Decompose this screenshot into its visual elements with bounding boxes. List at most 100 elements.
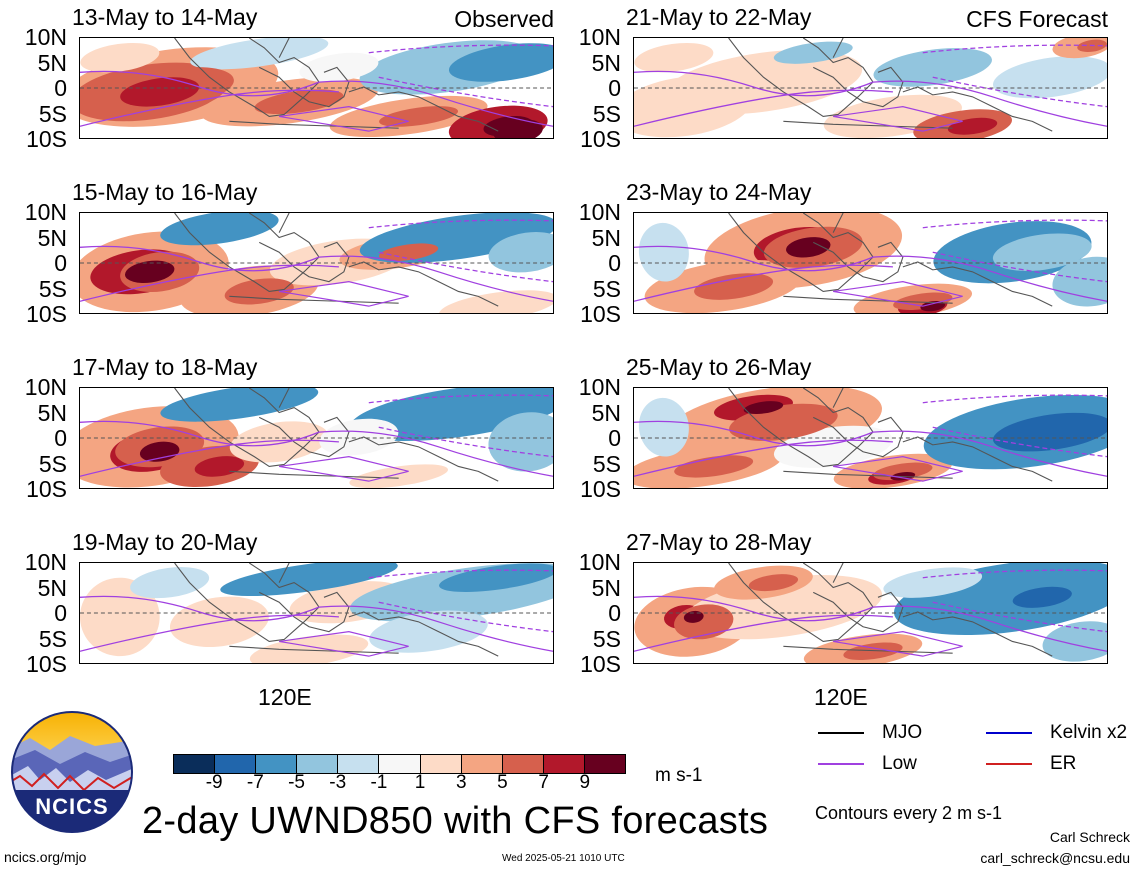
y-tick-label: 10N xyxy=(578,24,621,50)
coastline xyxy=(348,611,499,657)
y-tick-label: 10S xyxy=(26,651,67,677)
anomaly-contour xyxy=(319,418,399,456)
coastline xyxy=(812,591,904,633)
coastline xyxy=(832,563,844,583)
map-panel xyxy=(633,562,1108,664)
anomaly-contour xyxy=(638,222,689,282)
anomaly-contour xyxy=(369,610,488,653)
low-contour xyxy=(833,631,963,657)
legend-item-low: Low xyxy=(818,753,917,775)
coastline xyxy=(229,470,399,479)
y-tick-label: 0 xyxy=(608,600,621,626)
coastline xyxy=(174,213,320,292)
low-contour-dashed xyxy=(368,44,553,54)
low-contour xyxy=(634,595,1107,652)
anomaly-contour xyxy=(683,610,704,623)
low-contour xyxy=(634,70,1107,127)
coastline xyxy=(258,66,350,108)
footer-url[interactable]: ncics.org/mjo xyxy=(4,849,87,865)
map-panel xyxy=(79,37,554,139)
anomaly-contour xyxy=(488,232,553,273)
colorbar-swatch xyxy=(543,755,585,773)
low-contour-dashed xyxy=(932,601,1107,633)
low-contour xyxy=(634,439,893,477)
map-svg xyxy=(80,563,553,663)
anomaly-contour xyxy=(160,388,319,422)
low-contour xyxy=(80,439,339,477)
colorbar-unit: m s-1 xyxy=(655,765,703,786)
legend-line-er xyxy=(986,763,1032,765)
low-contour xyxy=(634,245,1107,302)
legend-item-kelvin: Kelvin x2 xyxy=(986,722,1127,744)
anomaly-contour xyxy=(139,441,180,462)
anomaly-contour xyxy=(190,38,329,70)
anomaly-contour xyxy=(634,42,714,73)
anomaly-contour xyxy=(220,563,398,597)
low-contour xyxy=(634,614,893,652)
anomaly-contour xyxy=(694,273,774,300)
coastline xyxy=(258,241,350,283)
panel-title: 15-May to 16-May xyxy=(72,179,258,205)
anomaly-contour xyxy=(379,243,439,261)
map-svg xyxy=(80,388,553,488)
anomaly-contour xyxy=(843,642,903,661)
low-contour-dashed xyxy=(932,76,1107,108)
y-tick-label: 10S xyxy=(580,126,621,152)
anomaly-contour xyxy=(229,421,329,463)
low-contour xyxy=(279,631,409,657)
colorbar-tick: 7 xyxy=(538,772,549,793)
colorbar xyxy=(173,754,626,774)
map-svg xyxy=(80,38,553,138)
anomaly-contour xyxy=(515,125,541,138)
low-contour xyxy=(80,245,553,302)
coastline xyxy=(728,563,874,642)
map-panel xyxy=(79,562,554,664)
coastline xyxy=(174,388,320,467)
low-contour xyxy=(833,456,963,482)
y-tick-label: 5S xyxy=(592,100,621,127)
coastline xyxy=(902,86,1053,132)
y-tick-label: 10N xyxy=(578,549,621,575)
legend-label-mjo: MJO xyxy=(882,722,923,743)
anomaly-contour xyxy=(120,77,200,107)
anomaly-contour xyxy=(786,237,831,258)
colorbar-swatch xyxy=(379,755,421,773)
y-tick-label: 10S xyxy=(580,476,621,502)
legend-line-kelvin xyxy=(986,732,1032,734)
colorbar-tick: -3 xyxy=(329,772,347,793)
y-tick-label: 0 xyxy=(54,425,67,451)
y-tick-label: 10N xyxy=(24,549,67,575)
footer-email[interactable]: carl_schreck@ncsu.edu xyxy=(980,850,1130,866)
coastline xyxy=(812,416,904,458)
y-tick-label: 0 xyxy=(608,250,621,276)
colorbar-swatch xyxy=(297,755,339,773)
legend-label-er: ER xyxy=(1050,753,1077,774)
anomaly-contour xyxy=(439,290,553,313)
panel-tag: Observed xyxy=(454,6,554,32)
y-tick-label: 0 xyxy=(54,250,67,276)
low-contour xyxy=(634,420,1107,477)
coastline xyxy=(783,295,953,304)
anomaly-contour xyxy=(299,52,379,83)
anomaly-contour xyxy=(1012,586,1072,608)
low-contour xyxy=(634,264,893,302)
y-tick-label: 5S xyxy=(38,100,67,127)
anomaly-contour xyxy=(873,48,992,87)
map-svg xyxy=(634,563,1107,663)
colorbar-swatch xyxy=(502,755,544,773)
y-tick-label: 5N xyxy=(591,574,621,601)
y-tick-label: 10S xyxy=(26,476,67,502)
anomaly-contour xyxy=(638,397,689,457)
panel-title: 13-May to 14-May xyxy=(72,4,258,30)
y-tick-label: 5N xyxy=(37,574,67,601)
coastline xyxy=(728,388,874,467)
map-panel xyxy=(79,387,554,489)
low-contour xyxy=(279,106,409,132)
legend-line-low xyxy=(818,763,864,765)
coastline xyxy=(258,416,350,458)
anomaly-contour xyxy=(249,634,369,663)
coastline xyxy=(728,38,874,117)
y-tick-label: 10N xyxy=(24,374,67,400)
anomaly-contour xyxy=(993,56,1107,99)
y-tick-label: 10S xyxy=(26,301,67,327)
